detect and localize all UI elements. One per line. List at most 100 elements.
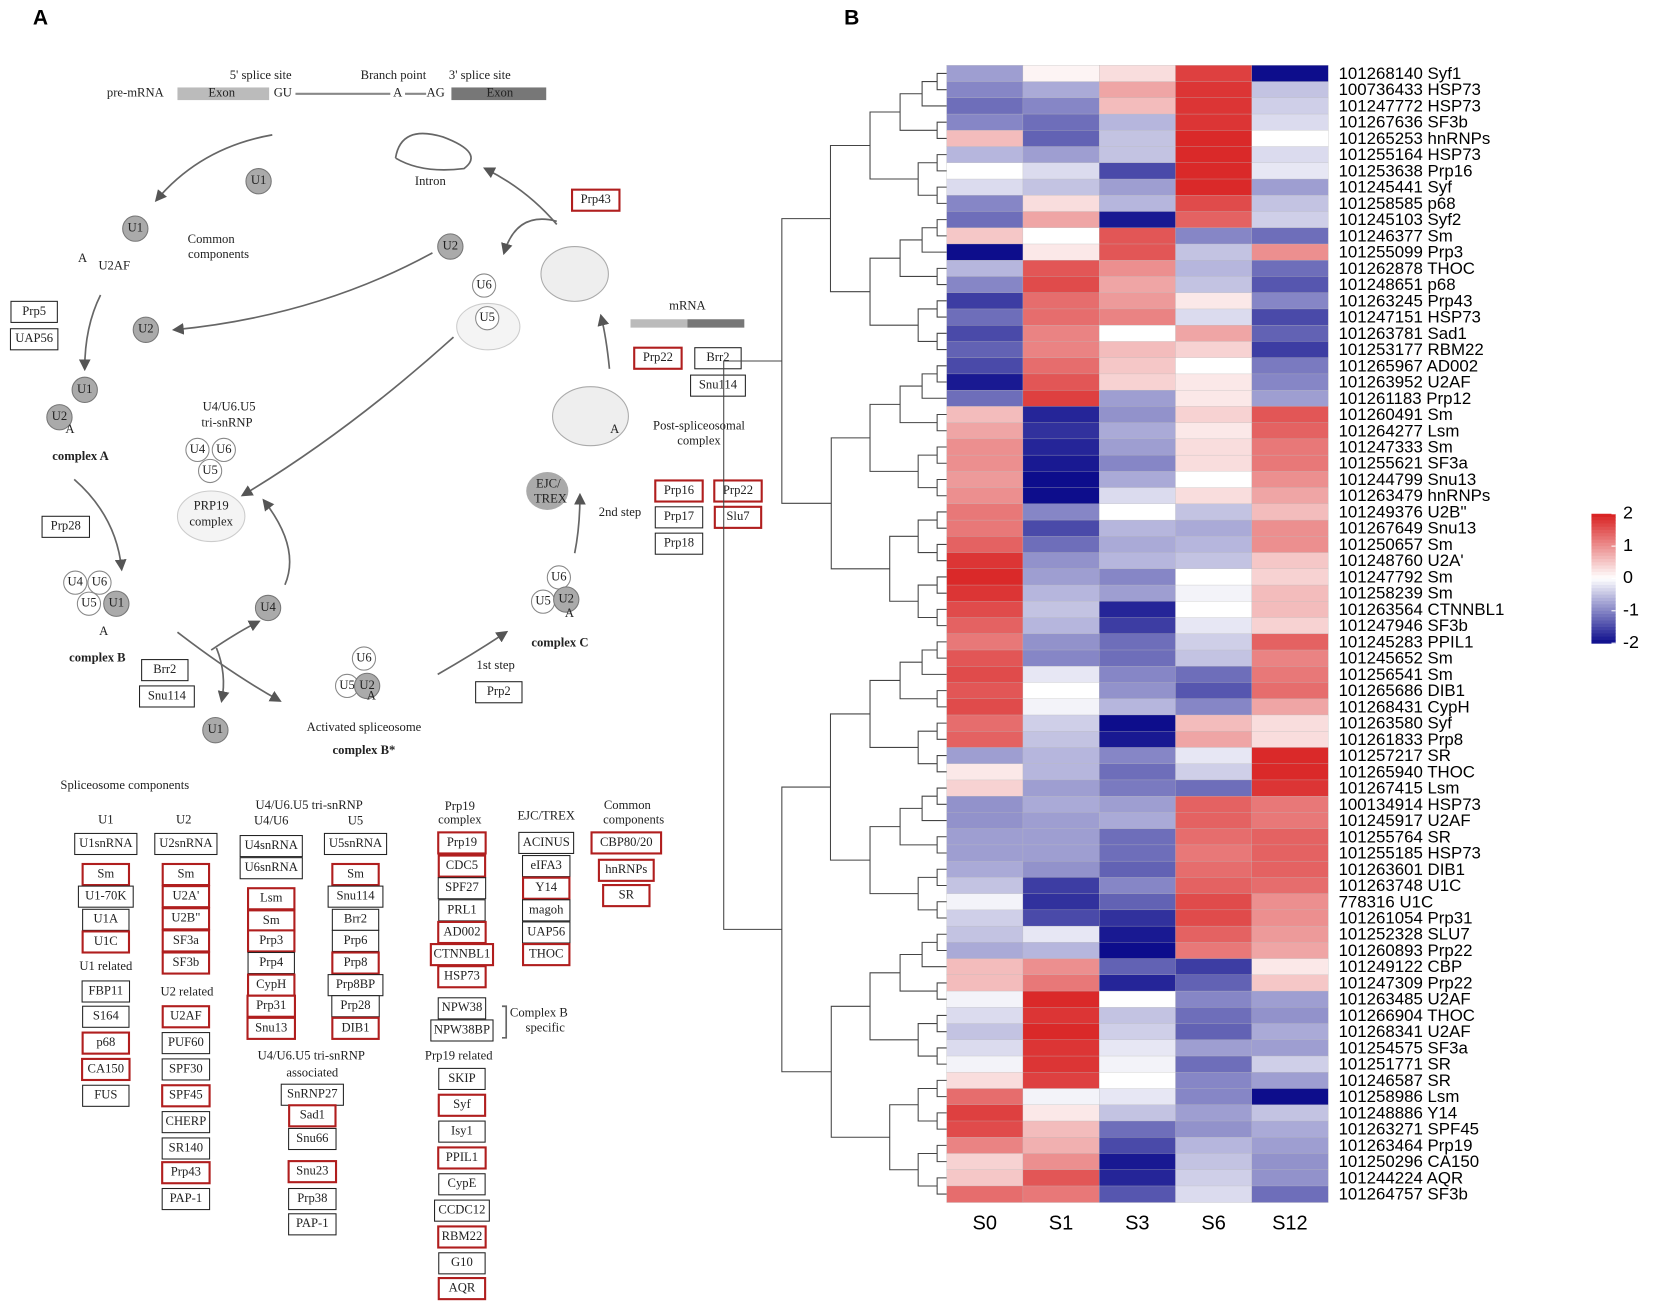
heatmap-cell <box>1175 471 1253 489</box>
heatmap-cell <box>1022 454 1100 472</box>
heatmap-cell <box>946 389 1024 407</box>
heatmap-cell <box>1251 990 1329 1008</box>
arrow <box>154 134 273 202</box>
colorbar-step <box>1591 520 1616 524</box>
gene-box <box>475 681 523 704</box>
heatmap-cell <box>946 276 1024 294</box>
pathway-label: U5 <box>348 814 363 828</box>
gene-box-label: SR <box>619 888 635 902</box>
gene-box <box>437 1093 487 1117</box>
gene-box-label: HSP73 <box>444 969 480 983</box>
dendrogram-branch <box>921 941 947 968</box>
pathway-label: U4 <box>68 575 84 589</box>
pathway-label: U2 <box>359 678 374 692</box>
heatmap-cell <box>1175 974 1253 992</box>
heatmap-cell <box>1251 958 1329 976</box>
heatmap-cell <box>946 357 1024 375</box>
heatmap-cell <box>1099 503 1176 521</box>
snrnp-circle <box>71 376 98 404</box>
pathway-label: 3' splice site <box>449 68 511 82</box>
gene-box-label: Lsm <box>260 891 283 905</box>
heatmap-cell <box>1175 1104 1253 1122</box>
heatmap-cell <box>1022 292 1100 310</box>
dendrogram-branch <box>936 576 947 594</box>
row-label: 101245103 Syf2 <box>1339 210 1462 229</box>
exon-bar <box>177 87 270 101</box>
heatmap-cell <box>1251 1055 1329 1073</box>
heatmap-cell <box>1175 666 1253 683</box>
gene-box-label: U4snRNA <box>245 838 299 852</box>
row-label: 101257217 SR <box>1339 746 1451 765</box>
arrow <box>176 631 282 702</box>
gene-box-label: Prp18 <box>664 536 694 550</box>
gene-box <box>288 1213 337 1236</box>
row-label: 101258585 p68 <box>1339 194 1456 213</box>
heatmap-cell <box>1099 389 1176 407</box>
colorbar-tick-label: -2 <box>1623 632 1639 652</box>
heatmap-cell <box>946 731 1024 748</box>
heatmap-cell <box>1175 357 1253 375</box>
heatmap-cell <box>1175 422 1253 440</box>
heatmap-cell <box>1175 568 1253 586</box>
gene-box <box>331 1016 380 1040</box>
row-label: 101252328 SLU7 <box>1339 925 1470 944</box>
heatmap-cell <box>1022 731 1100 748</box>
heatmap-cell <box>946 162 1024 180</box>
snrnp-circle <box>63 570 88 595</box>
dendrogram-branch <box>917 1023 938 1057</box>
gene-box <box>81 930 131 954</box>
gene-box-label: SF3a <box>173 933 199 947</box>
dendrogram-branch <box>830 1005 890 1138</box>
heatmap-cell <box>1022 260 1100 277</box>
colorbar-step <box>1591 562 1616 567</box>
heatmap-cell <box>1175 893 1253 911</box>
heatmap-cell <box>946 666 1024 683</box>
dendrogram-branch <box>899 807 938 846</box>
gene-box-label: FBP11 <box>88 983 123 997</box>
heatmap-cell <box>1099 454 1176 472</box>
heatmap-cell <box>1175 130 1253 148</box>
arrow <box>483 167 558 225</box>
pathway-label: complex C <box>531 636 588 650</box>
heatmap-cell <box>1251 1104 1329 1122</box>
heatmap-cell <box>1022 178 1100 196</box>
row-label: 101268431 CypH <box>1339 697 1470 716</box>
heatmap-cell <box>1175 454 1253 472</box>
heatmap-cell <box>1099 1072 1176 1089</box>
gene-box-label: FUS <box>94 1088 117 1102</box>
row-label: 101245441 Syf <box>1339 178 1453 197</box>
gene-box-label: CHERP <box>166 1114 207 1128</box>
heatmap-cell <box>946 1153 1024 1171</box>
gene-box <box>654 479 704 503</box>
heatmap-cell <box>946 942 1024 960</box>
heatmap-cell <box>1022 828 1100 846</box>
heatmap-cell <box>946 1104 1024 1122</box>
dendrogram-branch <box>917 519 938 554</box>
heatmap-cell <box>946 584 1024 602</box>
gene-box-label: Prp8 <box>344 955 368 969</box>
colorbar-step <box>1591 533 1616 537</box>
heatmap-cell <box>946 1169 1024 1187</box>
heatmap-cell <box>1251 796 1329 813</box>
colorbar-step <box>1591 581 1616 586</box>
heatmap-cell <box>1022 633 1100 651</box>
gene-box <box>239 835 303 858</box>
heatmap-cell <box>1175 698 1253 716</box>
heatmap-cell <box>1099 536 1176 554</box>
heatmap-cell <box>1022 389 1100 407</box>
heatmap-cell <box>1251 747 1329 765</box>
gene-box-label: Sm <box>347 866 364 880</box>
colorbar-step <box>1591 607 1616 612</box>
heatmap-cell <box>1175 178 1253 196</box>
gene-box <box>438 1067 486 1090</box>
colorbar-step <box>1591 549 1616 554</box>
pathway-label: complex A <box>52 449 109 463</box>
arrow <box>437 630 509 676</box>
heatmap-cell <box>1022 990 1100 1008</box>
pathway-label: U6 <box>476 277 491 291</box>
heatmap-cell <box>1251 1039 1329 1057</box>
heatmap-cell <box>1022 617 1100 635</box>
heatmap-cell <box>946 422 1024 440</box>
row-label: 101263245 Prp43 <box>1339 291 1473 310</box>
heatmap-cell <box>946 909 1024 927</box>
